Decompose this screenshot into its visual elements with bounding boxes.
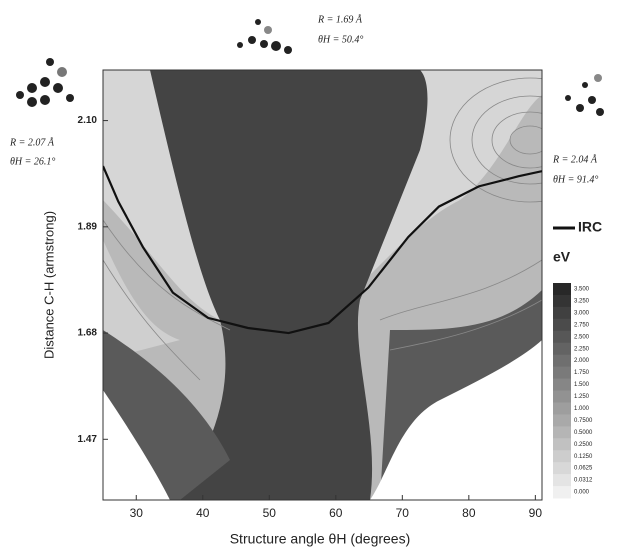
colorbar-band [553,283,571,295]
colorbar-label: 2.750 [574,322,590,328]
y-axis-label: Distance C-H (armstrong) [41,211,56,359]
colorbar-label: 0.0625 [574,466,593,472]
colorbar-band [553,414,571,426]
molecule-icon [237,19,292,54]
colorbar-label: 2.000 [574,358,590,364]
colorbar-label: 3.000 [574,310,590,316]
colorbar-label: 0.2500 [574,442,593,448]
x-tick-label: 80 [462,506,476,520]
colorbar-band [553,379,571,391]
colorbar-label: 0.7500 [574,418,593,424]
colorbar-title: eV [553,249,571,265]
colorbar-band [553,438,571,450]
x-tick-label: 30 [130,506,144,520]
annotation-theta: θH = 50.4° [318,34,363,45]
x-tick-label: 40 [196,506,210,520]
colorbar-label: 0.000 [574,490,590,496]
x-tick-label: 70 [396,506,410,520]
colorbar-band [553,307,571,319]
y-tick-label: 1.68 [78,328,98,339]
contour-field [103,70,610,500]
colorbar-label: 0.5000 [574,430,593,436]
colorbar-label: 1.250 [574,394,590,400]
molecule-icon [16,58,74,107]
molecule-icon [565,74,604,116]
colorbar-label: 2.500 [574,334,590,340]
annotation-theta: θH = 26.1° [10,156,55,167]
colorbar-label: 1.500 [574,382,590,388]
y-tick-label: 2.10 [78,115,98,126]
colorbar-band [553,391,571,403]
colorbar-band [553,402,571,414]
colorbar-label: 3.500 [574,287,590,293]
colorbar-label: 3.250 [574,298,590,304]
colorbar-band [553,355,571,367]
x-tick-label: 60 [329,506,343,520]
colorbar-band [553,319,571,331]
colorbar-band [553,462,571,474]
colorbar-label: 1.750 [574,370,590,376]
annotation-theta: θH = 91.4° [553,174,598,185]
colorbar-band [553,367,571,379]
x-tick-label: 50 [263,506,277,520]
y-tick-label: 1.47 [78,434,98,445]
legend-label: IRC [578,219,602,235]
colorbar-band [553,450,571,462]
colorbar-label: 2.250 [574,346,590,352]
x-axis-label: Structure angle θH (degrees) [230,531,411,547]
colorbar-band [553,295,571,307]
colorbar-label: 1.000 [574,406,590,412]
annotation-r: R = 2.07 Å [9,136,55,148]
colorbar-label: 0.1250 [574,454,593,460]
chart: R = 2.07 Å θH = 26.1° R = 1.69 Å θH = 50… [0,0,620,552]
colorbar-band [553,486,571,498]
annotation-r: R = 2.04 Å [552,153,598,165]
annotation-r: R = 1.69 Å [317,13,363,25]
colorbar-band [553,343,571,355]
colorbar-band [553,474,571,486]
y-tick-label: 1.89 [78,221,98,232]
colorbar-label: 0.0312 [574,478,593,484]
colorbar-band [553,331,571,343]
colorbar-band [553,426,571,438]
x-tick-label: 90 [529,506,543,520]
